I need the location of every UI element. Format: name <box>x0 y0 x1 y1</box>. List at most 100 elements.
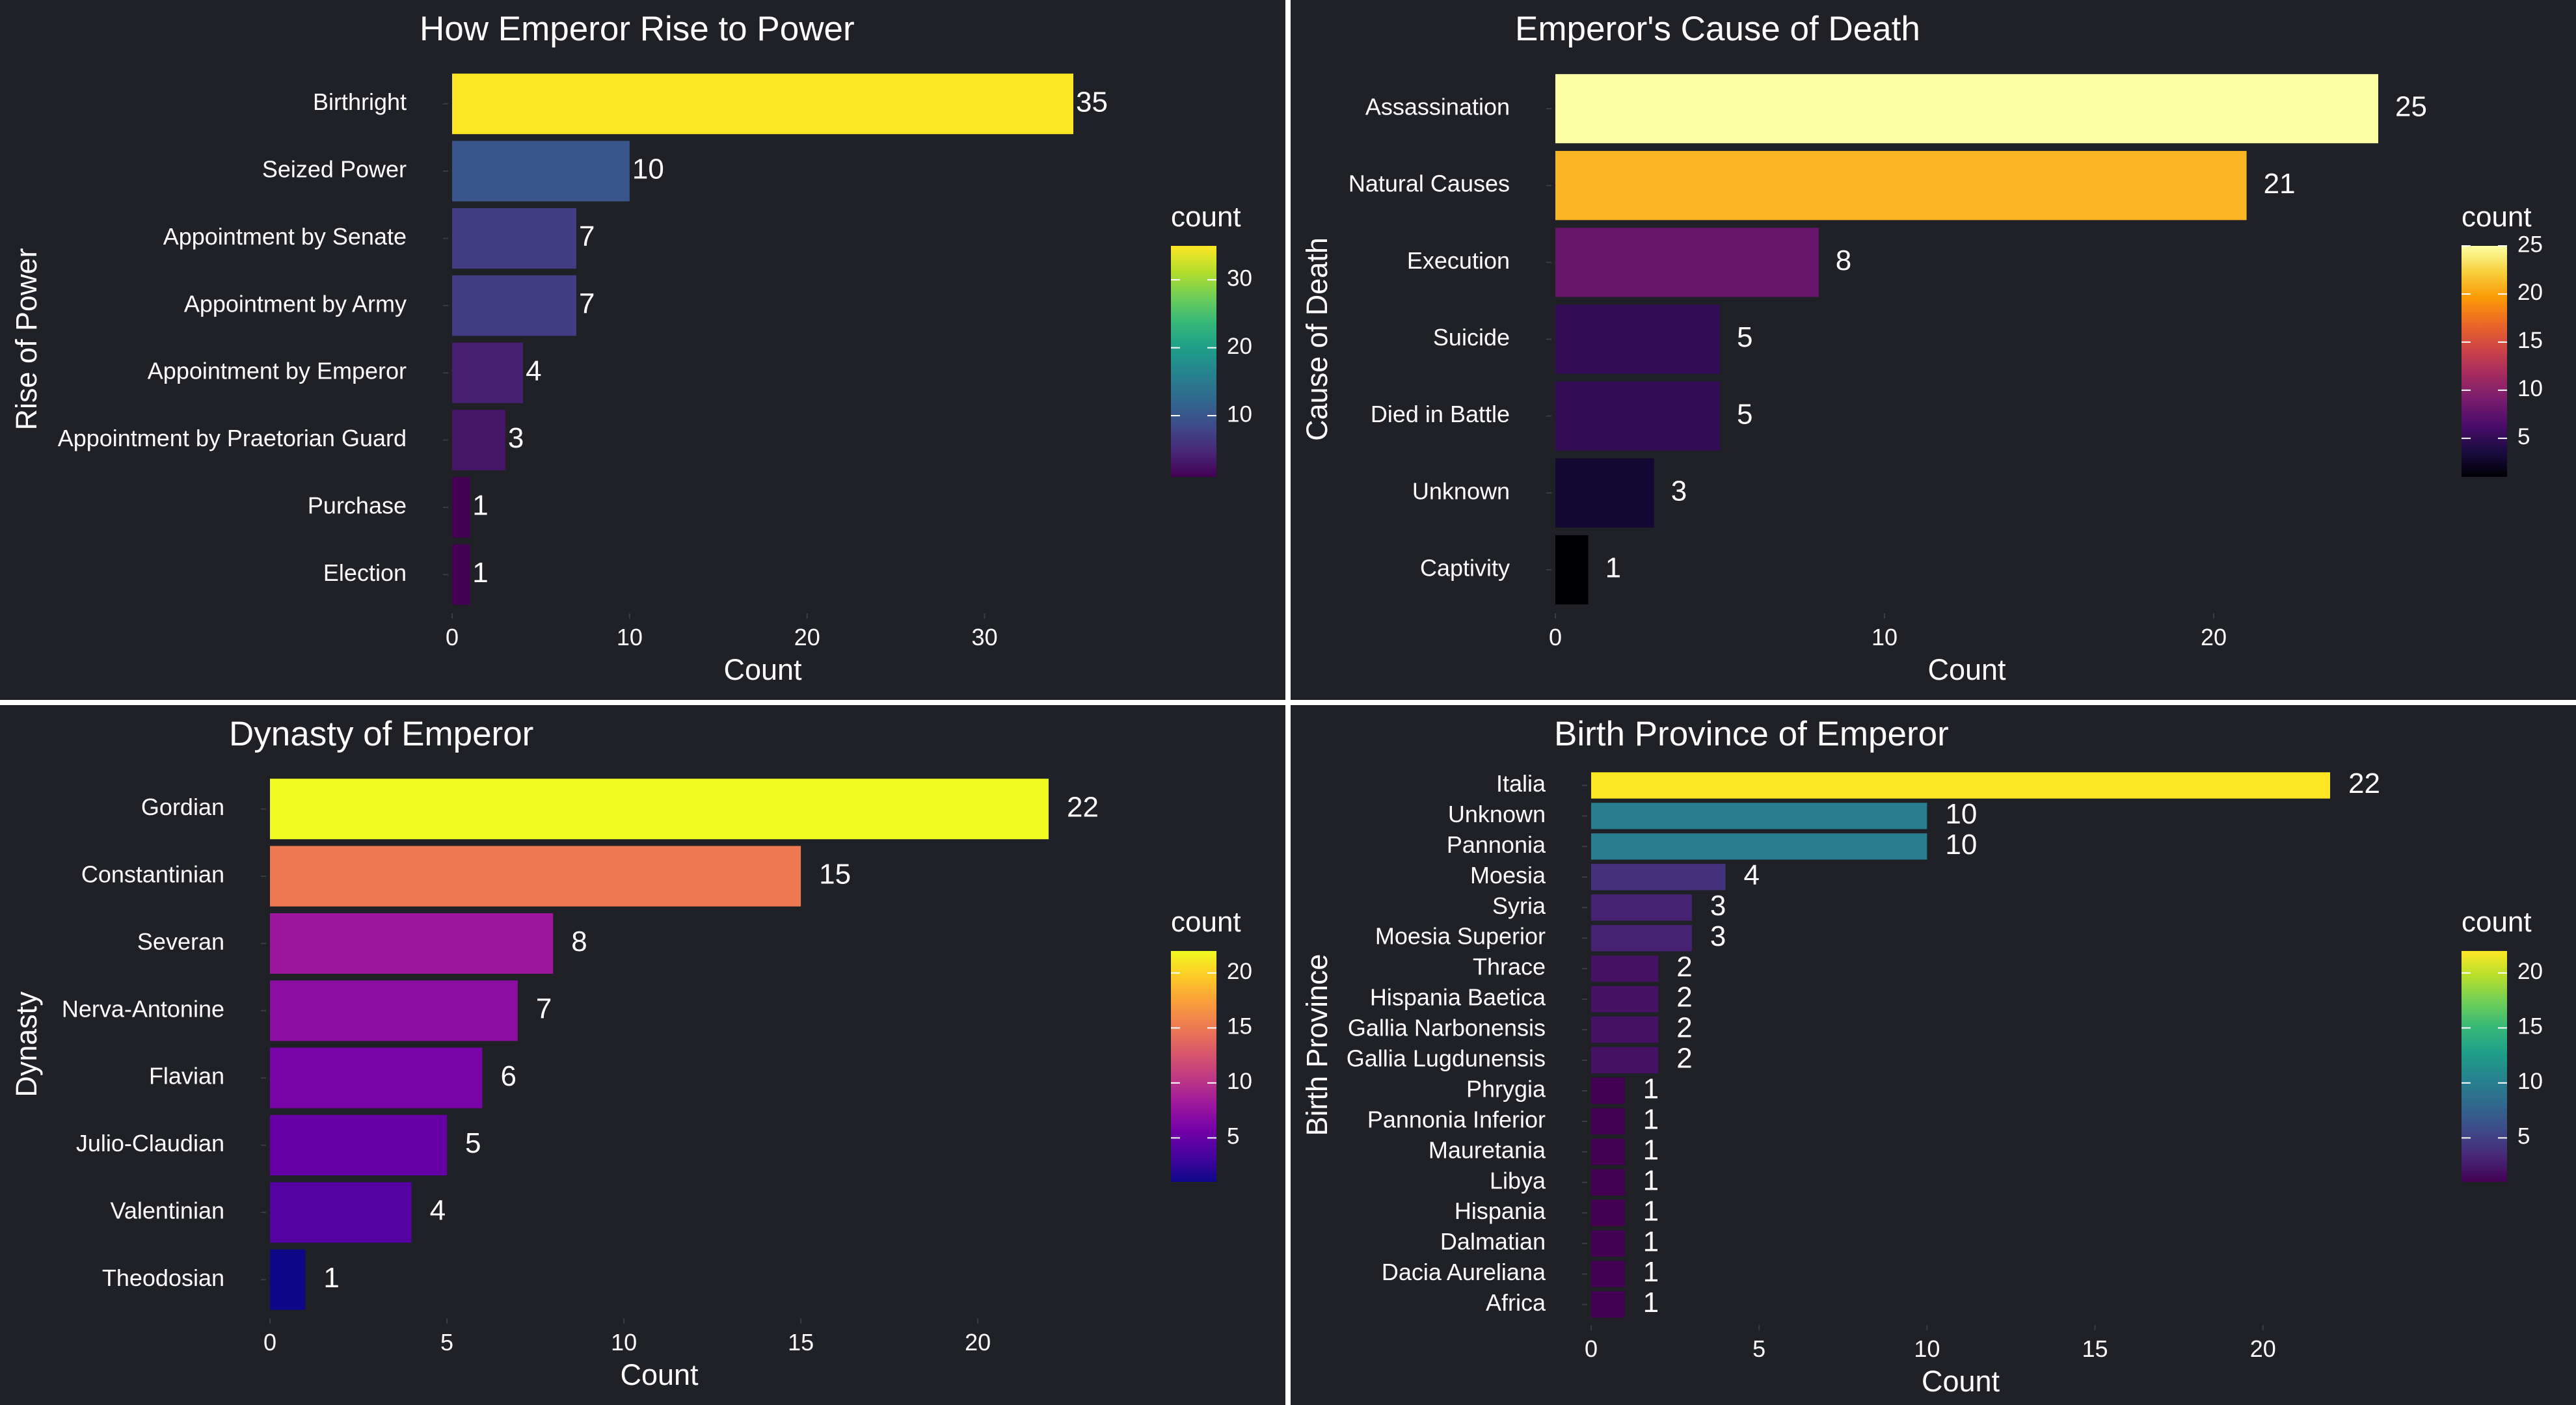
value-label: 2 <box>1676 982 1692 1013</box>
legend-tick-label: 10 <box>1227 1069 1252 1094</box>
x-tick-label: 10 <box>1872 624 1898 650</box>
x-tick-label: 5 <box>440 1329 453 1356</box>
value-label: 7 <box>579 221 595 252</box>
bar-libya <box>1591 1169 1625 1196</box>
chart-svg: Emperor's Cause of Death Cause of Death As… <box>1300 10 2543 686</box>
value-label: 1 <box>1643 1073 1659 1105</box>
bar-africa <box>1591 1291 1625 1318</box>
legend-title: count <box>1171 906 1241 938</box>
category-label: Suicide <box>1433 324 1510 351</box>
bar-thrace <box>1591 955 1659 982</box>
category-label: Unknown <box>1448 801 1546 827</box>
category-label: Gordian <box>141 794 224 820</box>
bar-suicide <box>1555 304 1720 374</box>
x-tick-label: 20 <box>794 624 820 650</box>
legend-colorbar <box>2462 951 2507 1182</box>
x-tick-label: 5 <box>1752 1335 1765 1362</box>
bar-appointment-by-emperor <box>452 342 524 403</box>
chart-svg: How Emperor Rise to Power Rise of Power Bi… <box>10 10 1252 686</box>
value-label: 25 <box>2395 91 2427 123</box>
legend-tick-label: 10 <box>2517 376 2543 401</box>
value-label: 1 <box>1643 1195 1659 1227</box>
bar-syria <box>1591 894 1692 921</box>
bar-nerva-antonine <box>270 980 518 1041</box>
value-label: 1 <box>323 1262 339 1294</box>
value-label: 1 <box>1643 1256 1659 1288</box>
chart-title: Dynasty of Emperor <box>229 715 533 753</box>
bar-birthright <box>452 74 1073 135</box>
category-label: Theodosian <box>102 1264 224 1291</box>
bar-died-in-battle <box>1555 381 1720 451</box>
legend-tick-label: 10 <box>2517 1069 2543 1094</box>
legend-colorbar <box>1171 951 1216 1182</box>
category-label: Flavian <box>149 1063 224 1090</box>
chart-svg: Dynasty of Emperor Dynasty Gordian 22 Consta… <box>10 715 1252 1391</box>
bar-moesia-superior <box>1591 925 1692 952</box>
value-label: 4 <box>526 355 541 387</box>
category-label: Captivity <box>1420 554 1510 581</box>
category-label: Natural Causes <box>1348 170 1510 197</box>
category-label: Pannonia <box>1447 831 1546 858</box>
category-label: Appointment by Praetorian Guard <box>58 425 407 451</box>
value-label: 5 <box>1737 398 1752 430</box>
category-label: Severan <box>137 928 224 955</box>
value-label: 10 <box>1945 798 1977 830</box>
bar-unknown <box>1555 458 1654 528</box>
value-label: 7 <box>536 993 552 1024</box>
x-tick-label: 0 <box>1549 624 1562 650</box>
value-label: 1 <box>1643 1134 1659 1166</box>
legend-tick-label: 10 <box>1227 401 1252 427</box>
value-label: 2 <box>1676 951 1692 983</box>
x-tick-label: 0 <box>446 624 459 650</box>
category-label: Phrygia <box>1466 1075 1546 1102</box>
x-tick-label: 10 <box>1914 1335 1940 1362</box>
value-label: 3 <box>1671 475 1687 507</box>
legend-colorbar <box>2462 246 2507 477</box>
legend-tick-label: 25 <box>2517 232 2543 257</box>
x-tick-label: 15 <box>2082 1335 2108 1362</box>
category-label: Julio-Claudian <box>76 1130 224 1157</box>
chart-panel-rise-of-power: How Emperor Rise to Power Rise of Power Bi… <box>0 0 1285 700</box>
value-label: 1 <box>1643 1164 1659 1196</box>
category-label: Moesia <box>1470 862 1546 889</box>
chart-panel-cause-of-death: Emperor's Cause of Death Cause of Death As… <box>1291 0 2576 700</box>
bar-gallia-lugdunensis <box>1591 1047 1659 1074</box>
bar-dalmatian <box>1591 1230 1625 1257</box>
value-label: 1 <box>1605 552 1621 584</box>
value-label: 7 <box>579 288 595 319</box>
value-label: 1 <box>1643 1225 1659 1257</box>
legend-title: count <box>2462 906 2532 938</box>
legend-tick-label: 15 <box>2517 328 2543 353</box>
bar-assassination <box>1555 74 2378 144</box>
category-label: Libya <box>1490 1167 1546 1194</box>
bar-julio-claudian <box>270 1115 448 1176</box>
value-label: 3 <box>1710 920 1726 952</box>
y-axis-title: Birth Province <box>1300 954 1334 1136</box>
legend-tick-label: 5 <box>2517 1124 2530 1149</box>
x-tick-label: 20 <box>965 1329 991 1356</box>
chart-panel-dynasty: Dynasty of Emperor Dynasty Gordian 22 Consta… <box>0 705 1285 1405</box>
category-label: Died in Battle <box>1371 401 1510 427</box>
chart-title: Birth Province of Emperor <box>1554 715 1949 753</box>
value-label: 8 <box>571 926 587 957</box>
chart-title: How Emperor Rise to Power <box>420 10 855 48</box>
bar-theodosian <box>270 1249 306 1310</box>
value-label: 1 <box>1643 1103 1659 1135</box>
value-label: 5 <box>465 1127 481 1159</box>
category-label: Moesia Superior <box>1375 923 1546 950</box>
bar-phrygia <box>1591 1077 1625 1104</box>
legend-tick-label: 20 <box>1227 334 1252 359</box>
bar-appointment-by-army <box>452 275 576 336</box>
bar-dacia-aureliana <box>1591 1261 1625 1287</box>
category-label: Election <box>323 559 407 586</box>
category-label: Hispania Baetica <box>1370 984 1546 1011</box>
legend-tick-label: 15 <box>1227 1014 1252 1039</box>
bar-gordian <box>270 779 1049 840</box>
bar-election <box>452 544 470 605</box>
bar-flavian <box>270 1047 483 1108</box>
legend-tick-label: 5 <box>2517 424 2530 449</box>
chart-title: Emperor's Cause of Death <box>1515 10 1920 48</box>
legend-tick-label: 30 <box>1227 265 1252 291</box>
bar-valentinian <box>270 1182 412 1243</box>
x-tick-label: 20 <box>2250 1335 2276 1362</box>
